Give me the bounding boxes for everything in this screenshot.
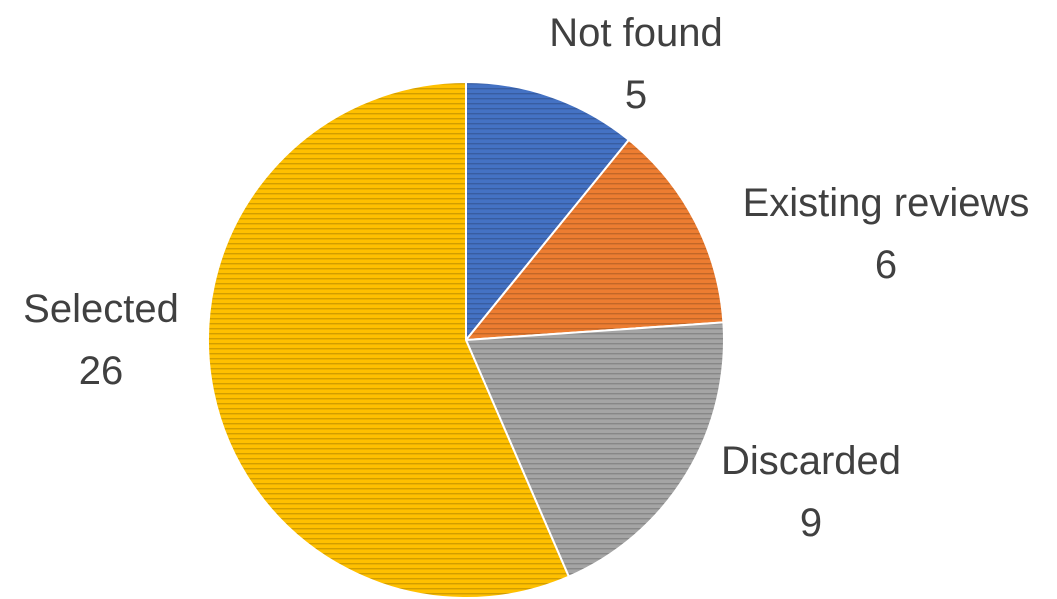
pie-slice-discarded — [464, 321, 725, 578]
slices-layer — [207, 80, 725, 599]
slice-value-existing-reviews: 6 — [875, 243, 897, 287]
slice-value-selected: 26 — [79, 349, 124, 393]
pie-slice-existing-reviews — [463, 138, 725, 342]
pie-slice-not-found — [465, 80, 631, 343]
slice-label-not-found: Not found — [549, 11, 722, 55]
slice-label-selected: Selected — [23, 287, 179, 331]
pie-slice-selected — [207, 80, 571, 599]
labels-layer: Not found 5 Existing reviews 6 Discarded 9 Sel… — [23, 11, 1029, 545]
slice-label-discarded: Discarded — [721, 439, 901, 483]
slice-label-existing-reviews: Existing reviews — [743, 181, 1030, 225]
slice-value-discarded: 9 — [800, 501, 822, 545]
slice-value-not-found: 5 — [625, 73, 647, 117]
